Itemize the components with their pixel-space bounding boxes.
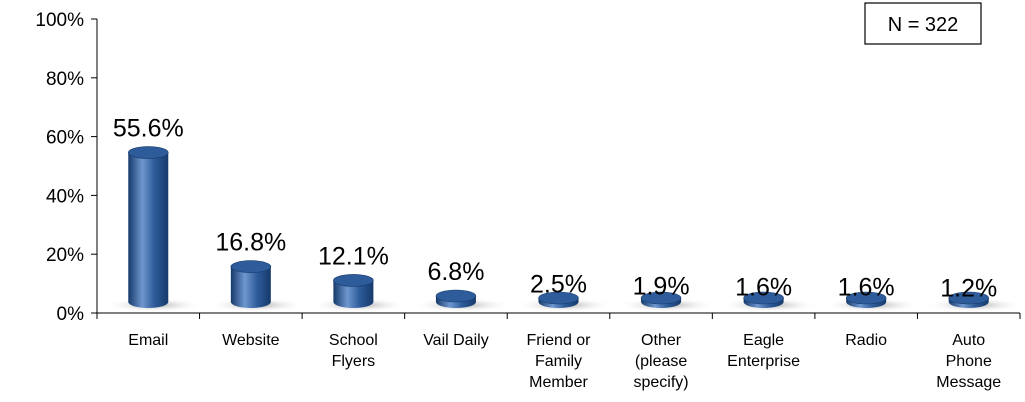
bar-top bbox=[333, 274, 374, 287]
bar-top bbox=[743, 291, 784, 305]
bar bbox=[618, 291, 716, 312]
category-label: Email bbox=[128, 332, 168, 349]
category-label: Friend or Family Member bbox=[526, 332, 591, 391]
category-label: Auto Phone Message bbox=[936, 332, 1001, 391]
sample-size-label: N = 322 bbox=[888, 14, 959, 36]
data-label: 2.5% bbox=[530, 271, 587, 299]
category-label: Eagle Enterprise bbox=[727, 332, 800, 370]
y-tick-label: 80% bbox=[46, 69, 84, 90]
category-label: Radio bbox=[845, 332, 887, 349]
bar-top bbox=[435, 289, 477, 303]
bar bbox=[208, 260, 306, 312]
data-label: 1.6% bbox=[838, 273, 895, 301]
bar bbox=[823, 291, 921, 312]
bar-top bbox=[230, 260, 272, 273]
category-label: Other (please specify) bbox=[633, 332, 688, 391]
data-label: 55.6% bbox=[113, 115, 184, 143]
bar-top bbox=[538, 291, 579, 305]
data-labels: 55.6% 16.8% 12.1% 6.8% 2.5% 1.9% 1.6% 1.6% 1.2% bbox=[113, 115, 997, 303]
data-label: 1.6% bbox=[735, 273, 792, 301]
y-tick-label: 0% bbox=[57, 304, 85, 325]
category-label: Vail Daily bbox=[423, 332, 489, 349]
bar-top bbox=[127, 146, 169, 159]
data-label: 6.8% bbox=[427, 258, 484, 286]
bar-body bbox=[230, 266, 271, 308]
y-tick-label: 40% bbox=[46, 186, 84, 207]
bar-top bbox=[948, 291, 990, 305]
bar bbox=[516, 291, 613, 312]
bar bbox=[926, 291, 1023, 312]
y-tick-label: 60% bbox=[46, 128, 84, 149]
y-tick-label: 20% bbox=[46, 245, 84, 266]
bar-body bbox=[128, 152, 169, 308]
y-axis: 0% 20% 40% 60% 80% 100% bbox=[35, 10, 98, 325]
y-tick-label: 100% bbox=[35, 10, 84, 31]
data-label: 1.2% bbox=[940, 274, 997, 302]
bar bbox=[721, 291, 818, 312]
bar-top bbox=[845, 291, 887, 305]
bar bbox=[106, 146, 203, 312]
x-axis: Email Website School Flyers Vail Daily Friend… bbox=[96, 312, 1021, 391]
category-label: Website bbox=[222, 332, 280, 349]
bar bbox=[311, 274, 408, 312]
data-label: 1.9% bbox=[633, 272, 690, 300]
data-label: 16.8% bbox=[215, 229, 286, 257]
bar-body bbox=[333, 280, 374, 308]
data-label: 12.1% bbox=[318, 242, 389, 270]
bar-top bbox=[640, 291, 682, 305]
bars bbox=[106, 146, 1023, 312]
sample-size-box: N = 322 bbox=[864, 2, 982, 45]
category-label: School Flyers bbox=[329, 332, 378, 370]
bar bbox=[413, 289, 511, 312]
